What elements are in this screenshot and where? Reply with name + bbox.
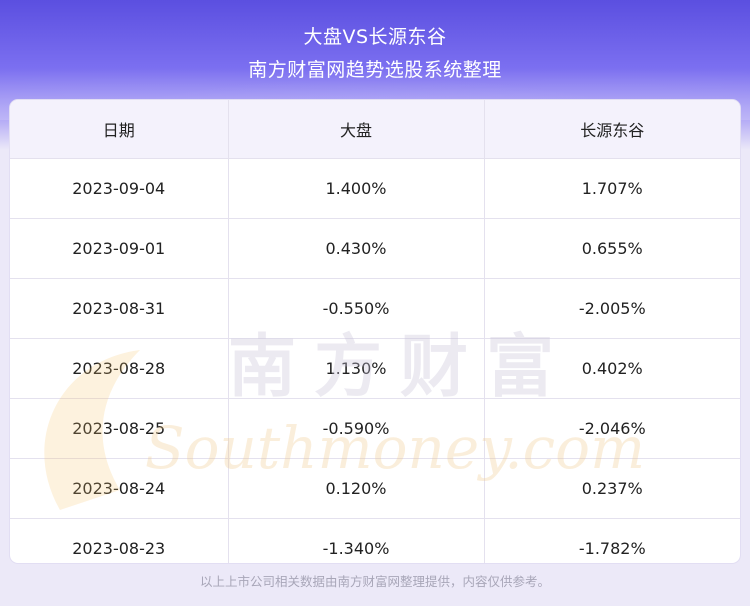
cell-market: -0.550% — [228, 278, 485, 339]
table-row: 2023-09-04 1.400% 1.707% — [10, 158, 740, 219]
column-header-date: 日期 — [10, 100, 229, 159]
page-subtitle: 南方财富网趋势选股系统整理 — [248, 59, 502, 81]
cell-date: 2023-08-28 — [10, 338, 229, 399]
cell-market: 0.430% — [228, 218, 485, 279]
table-row: 2023-08-31 -0.550% -2.005% — [10, 278, 740, 339]
cell-stock: -2.005% — [484, 278, 740, 339]
table-row: 2023-08-25 -0.590% -2.046% — [10, 398, 740, 459]
cell-market: -1.340% — [228, 518, 485, 563]
cell-stock: 0.237% — [484, 458, 740, 519]
table-row: 2023-08-28 1.130% 0.402% — [10, 338, 740, 399]
cell-date: 2023-08-23 — [10, 518, 229, 563]
cell-market: -0.590% — [228, 398, 485, 459]
cell-stock: 0.655% — [484, 218, 740, 279]
column-header-market: 大盘 — [228, 100, 485, 159]
cell-date: 2023-09-01 — [10, 218, 229, 279]
cell-date: 2023-08-24 — [10, 458, 229, 519]
table-header-row: 日期 大盘 长源东谷 — [10, 100, 740, 159]
cell-date: 2023-09-04 — [10, 158, 229, 219]
cell-market: 0.120% — [228, 458, 485, 519]
table-row: 2023-08-23 -1.340% -1.782% — [10, 518, 740, 563]
cell-stock: 1.707% — [484, 158, 740, 219]
cell-date: 2023-08-25 — [10, 398, 229, 459]
comparison-table: 日期 大盘 长源东谷 2023-09-04 1.400% 1.707% 2023-09… — [10, 100, 740, 563]
table-row: 2023-09-01 0.430% 0.655% — [10, 218, 740, 279]
column-header-stock: 长源东谷 — [484, 100, 740, 159]
cell-date: 2023-08-31 — [10, 278, 229, 339]
cell-stock: -2.046% — [484, 398, 740, 459]
cell-market: 1.130% — [228, 338, 485, 399]
cell-stock: -1.782% — [578, 539, 646, 558]
cell-stock: 0.402% — [484, 338, 740, 399]
page-title: 大盘VS长源东谷 — [303, 26, 447, 48]
table-row: 2023-08-24 0.120% 0.237% — [10, 458, 740, 519]
footer-note: 以上上市公司相关数据由南方财富网整理提供，内容仅供参考。 — [199, 574, 550, 589]
comparison-table-card: 日期 大盘 长源东谷 2023-09-04 1.400% 1.707% 2023-09… — [10, 100, 740, 563]
cell-market: 1.400% — [228, 158, 485, 219]
